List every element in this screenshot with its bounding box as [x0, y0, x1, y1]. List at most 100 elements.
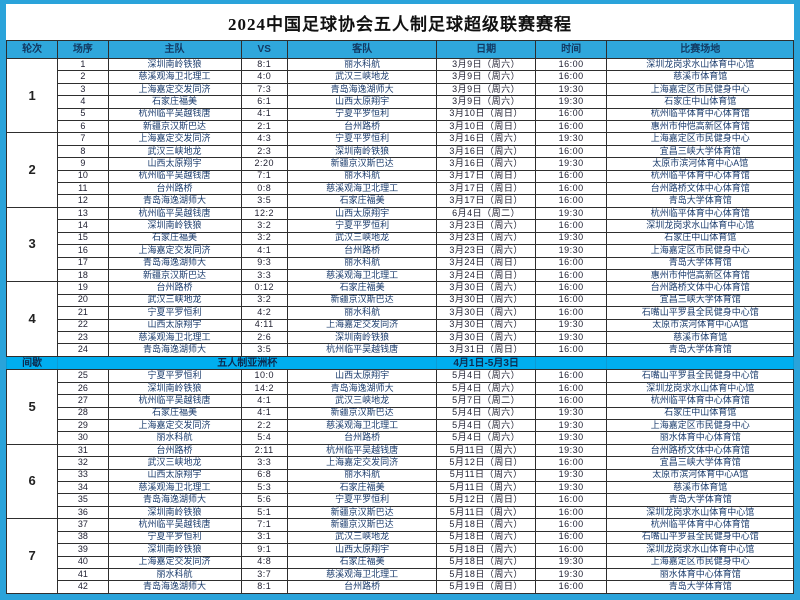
- match-row: 2 7 上海嘉定交发同济 4:3 宁夏平罗恒利 3月16日（周六） 19:30 上海嘉定区市民…: [5, 132, 794, 208]
- match-row: 29 上海嘉定交发同济 2:2 慈溪观海卫北理工 5月4日（周六） 19:30 上海嘉定区市…: [7, 419, 794, 433]
- cell-time: 19:30: [534, 419, 608, 433]
- cell-time: 19:30: [534, 231, 608, 246]
- cell-date: 3月24日（周日）: [436, 268, 536, 283]
- cell-home-team: 武汉三峡地龙: [107, 456, 242, 470]
- cell-time: 16:00: [534, 120, 608, 134]
- cell-time: 16:00: [534, 70, 608, 84]
- cell-time: 19:30: [534, 244, 608, 258]
- cell-venue: 丽水体育中心体育馆: [606, 567, 794, 582]
- cell-away-team: 丽水科航: [286, 57, 438, 72]
- cell-match-no: 36: [57, 505, 109, 520]
- cell-score: 4:2: [240, 306, 288, 320]
- round-number: 1: [5, 57, 59, 134]
- cell-away-team: 石家庄福美: [286, 555, 438, 569]
- match-row: 5 25 宁夏平罗恒利 10:0 山西太原翔宇 5月4日（周六） 16:00 石嘴山平罗县全民…: [5, 369, 794, 445]
- cell-home-team: 上海嘉定交发同济: [107, 82, 242, 97]
- interlude-label: 间歇: [5, 355, 59, 371]
- cell-venue: 杭州临平体育中心体育馆: [606, 107, 794, 122]
- cell-venue: 丽水体育中心体育馆: [606, 431, 794, 445]
- cell-date: 5月4日（周六）: [436, 381, 536, 396]
- cell-score: 6:1: [240, 95, 288, 109]
- cell-home-team: 石家庄福美: [107, 95, 242, 109]
- match-row: 34 慈溪观海卫北理工 5:3 石家庄福美 5月11日（周六） 19:30 慈溪市体育馆: [7, 481, 794, 495]
- match-row: 26 深圳南岭铁狼 14:2 青岛海逸湖师大 5月4日（周六） 16:00 深圳龙岗求水山体…: [7, 381, 794, 396]
- cell-venue: 石家庄中山体育馆: [606, 95, 794, 109]
- cell-time: 19:30: [534, 132, 608, 146]
- cell-score: 6:8: [240, 468, 288, 483]
- cell-away-team: 上海嘉定交发同济: [286, 456, 438, 470]
- cell-score: 3:5: [240, 194, 288, 208]
- cell-time: 19:30: [534, 95, 608, 109]
- cell-match-no: 11: [57, 182, 109, 196]
- cell-away-team: 青岛海逸湖师大: [286, 82, 438, 97]
- cell-score: 0:8: [240, 182, 288, 196]
- cell-time: 16:00: [534, 543, 608, 557]
- cell-home-team: 台州路桥: [107, 182, 242, 196]
- cell-date: 5月4日（周六）: [436, 369, 536, 383]
- cell-score: 3:3: [240, 268, 288, 283]
- cell-venue: 台州路桥文体中心体育馆: [606, 281, 794, 295]
- cell-home-team: 上海嘉定交发同济: [107, 132, 242, 146]
- cell-score: 10:0: [240, 369, 288, 383]
- cell-time: 19:30: [534, 157, 608, 171]
- cell-match-no: 19: [57, 281, 109, 295]
- cell-score: 2:11: [240, 443, 288, 458]
- cell-score: 4:8: [240, 555, 288, 569]
- cell-date: 3月9日（周六）: [436, 95, 536, 109]
- header-row: 轮次 场序 主队 VS 客队 日期 时间 比赛场地: [5, 40, 794, 59]
- cell-away-team: 山西太原翔宇: [286, 369, 438, 383]
- cell-time: 16:00: [534, 381, 608, 396]
- cell-time: 16:00: [534, 456, 608, 470]
- cell-date: 3月9日（周六）: [436, 82, 536, 97]
- header-time: 时间: [534, 40, 608, 59]
- cell-date: 3月23日（周六）: [436, 244, 536, 258]
- cell-date: 5月7日（周二）: [436, 394, 536, 408]
- cell-date: 3月9日（周六）: [436, 57, 536, 72]
- cell-date: 3月23日（周六）: [436, 219, 536, 233]
- cell-away-team: 新疆京汉斯巴达: [286, 505, 438, 520]
- cell-score: 5:4: [240, 431, 288, 445]
- cell-score: 4:1: [240, 244, 288, 258]
- cell-time: 19:30: [534, 468, 608, 483]
- cell-match-no: 23: [57, 330, 109, 345]
- cell-match-no: 31: [57, 443, 109, 458]
- cell-time: 16:00: [534, 306, 608, 320]
- match-row: 35 青岛海逸湖师大 5:6 宁夏平罗恒利 5月12日（周日） 16:00 青岛大学体育馆: [7, 493, 794, 507]
- cell-time: 19:30: [534, 330, 608, 345]
- cell-score: 2:3: [240, 144, 288, 159]
- cell-match-no: 40: [57, 555, 109, 569]
- match-row: 23 慈溪观海卫北理工 2:6 深圳南岭铁狼 3月30日（周六） 19:30 慈溪市体育馆: [7, 330, 794, 345]
- cell-match-no: 4: [57, 95, 109, 109]
- cell-home-team: 石家庄福美: [107, 231, 242, 246]
- cell-venue: 上海嘉定区市民健身中心: [606, 132, 794, 146]
- cell-venue: 慈溪市体育馆: [606, 330, 794, 345]
- cell-away-team: 台州路桥: [286, 244, 438, 258]
- cell-date: 3月16日（周六）: [436, 157, 536, 171]
- header-home-team: 主队: [107, 40, 242, 59]
- match-row: 6 31 台州路桥 2:11 杭州临平吴越钱唐 5月11日（周六） 19:30 台州路桥文体中…: [5, 443, 794, 520]
- round-number: 6: [5, 443, 59, 520]
- cell-match-no: 6: [57, 120, 109, 134]
- cell-away-team: 宁夏平罗恒利: [286, 219, 438, 233]
- cell-venue: 杭州临平体育中心体育馆: [606, 518, 794, 532]
- cell-home-team: 慈溪观海卫北理工: [107, 330, 242, 345]
- cell-away-team: 深圳南岭铁狼: [286, 144, 438, 159]
- cell-home-team: 山西太原翔宇: [107, 318, 242, 332]
- match-row: 38 宁夏平罗恒利 3:1 武汉三峡地龙 5月18日（周六） 16:00 石嘴山平罗县全民健…: [7, 530, 794, 545]
- cell-score: 4:1: [240, 406, 288, 421]
- match-row: 14 深圳南岭铁狼 3:2 宁夏平罗恒利 3月23日（周六） 16:00 深圳龙岗求水山体育…: [7, 219, 794, 233]
- match-row: 12 青岛海逸湖师大 3:5 石家庄福美 3月17日（周日） 16:00 青岛大学体育馆: [7, 194, 794, 208]
- cell-score: 8:1: [240, 57, 288, 72]
- cell-venue: 宜昌三峡大学体育馆: [606, 144, 794, 159]
- cell-time: 19:30: [534, 318, 608, 332]
- cell-date: 3月30日（周六）: [436, 306, 536, 320]
- header-away-team: 客队: [286, 40, 438, 59]
- cell-match-no: 35: [57, 493, 109, 507]
- cell-score: 3:7: [240, 567, 288, 582]
- cell-away-team: 武汉三峡地龙: [286, 70, 438, 84]
- cell-away-team: 深圳南岭铁狼: [286, 330, 438, 345]
- cell-score: 9:1: [240, 543, 288, 557]
- cell-home-team: 新疆京汉斯巴达: [107, 268, 242, 283]
- cell-score: 7:1: [240, 169, 288, 184]
- cell-venue: 青岛大学体育馆: [606, 194, 794, 208]
